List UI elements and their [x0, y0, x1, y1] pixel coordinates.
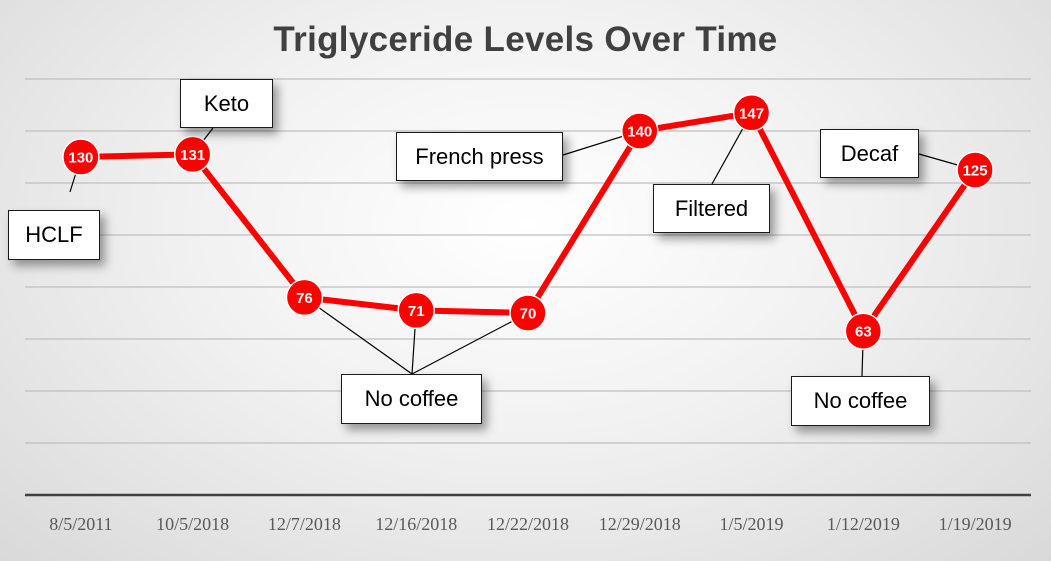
data-point-marker	[621, 112, 659, 150]
x-tick-label: 8/5/2011	[49, 514, 112, 534]
x-tick-label: 12/29/2018	[599, 514, 681, 534]
x-tick-label: 1/12/2019	[827, 514, 900, 534]
annotation-box: Decaf	[820, 129, 919, 178]
annotation-box: No coffee	[341, 374, 482, 424]
annotation-box: No coffee	[791, 376, 930, 426]
chart-title: Triglyceride Levels Over Time	[273, 20, 778, 59]
data-label: 125	[963, 163, 988, 180]
x-tick-labels: 8/5/2011 10/5/2018 12/7/2018 12/16/2018 12/2…	[49, 514, 1011, 534]
data-point-marker	[732, 94, 771, 132]
data-point-marker	[285, 278, 324, 317]
data-label: 71	[408, 303, 425, 320]
annotation-box: Keto	[180, 79, 273, 128]
x-tick-label: 1/19/2019	[939, 514, 1012, 534]
annotation-leader-line	[411, 312, 529, 375]
annotation-box: Filtered	[653, 184, 770, 233]
data-label: 140	[627, 124, 652, 141]
data-point-marker	[956, 151, 994, 189]
data-point-marker	[62, 138, 100, 176]
data-point-marker	[844, 312, 883, 350]
x-tick-label: 12/16/2018	[375, 514, 457, 534]
annotation-leader-line	[304, 296, 413, 375]
x-tick-label: 10/5/2018	[156, 514, 229, 534]
x-tick-label: 12/7/2018	[268, 514, 341, 534]
x-tick-label: 12/22/2018	[487, 514, 569, 534]
data-label: 76	[296, 290, 313, 307]
data-label: 147	[739, 105, 764, 122]
annotation-box: French press	[396, 132, 563, 181]
data-point-marker	[173, 135, 212, 174]
data-points: 130 131 76 71 70 140 147 63 125	[62, 94, 994, 350]
x-tick-label: 1/5/2019	[720, 514, 784, 534]
data-label: 131	[180, 147, 205, 164]
data-point-marker	[397, 291, 435, 330]
data-label: 130	[68, 150, 93, 167]
annotation-box: HCLF	[8, 210, 100, 260]
data-label: 70	[520, 306, 537, 323]
data-point-marker	[509, 294, 547, 332]
data-label: 63	[855, 324, 872, 341]
